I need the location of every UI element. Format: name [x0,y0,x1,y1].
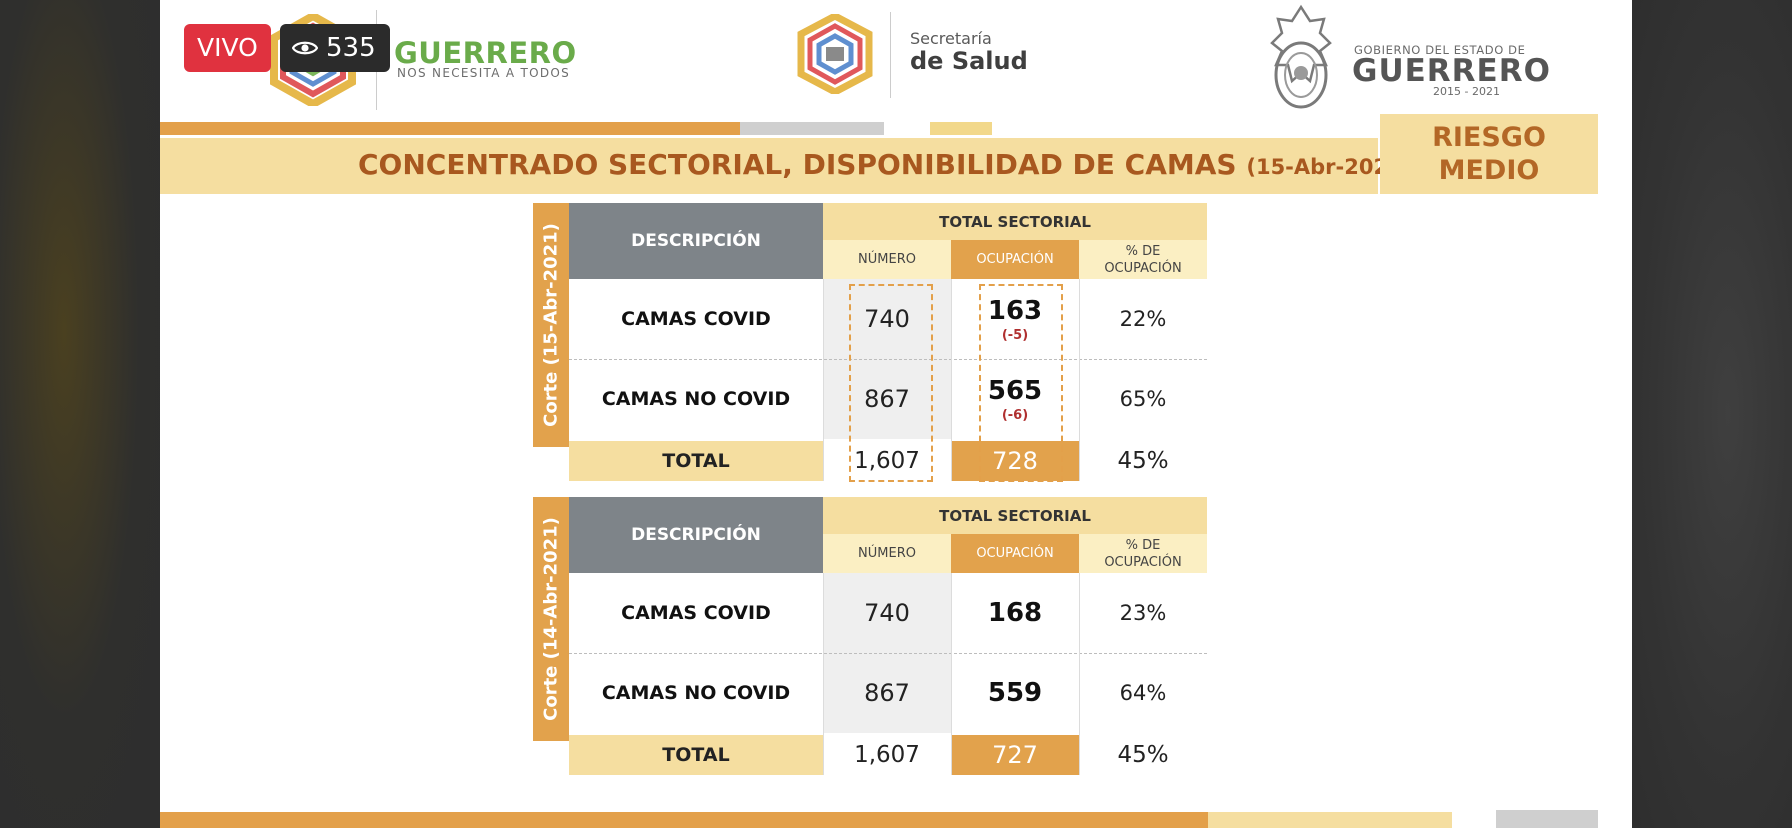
col-pct: % DE OCUPACIÓN [1079,240,1207,279]
page-title-main: CONCENTRADO SECTORIAL, DISPONIBILIDAD DE… [358,148,1237,181]
title-band [160,138,1378,194]
desc-header: DESCRIPCIÓN [569,497,823,573]
total-label: TOTAL [569,735,823,775]
group-header: TOTAL SECTORIAL [823,497,1207,534]
risk-line2: MEDIO [1438,155,1540,186]
footer-bar-tan [1208,812,1452,828]
row-divider [569,359,1207,360]
background-left [0,0,160,828]
ocupacion-delta: (-5) [1001,327,1029,343]
col-numero: NÚMERO [823,534,951,573]
row-label: CAMAS NO COVID [569,653,823,733]
col-divider [951,279,952,481]
row-label: CAMAS COVID [569,279,823,359]
salud-logo-icon [797,14,873,94]
row-ocupacion: 163 (-5) [951,279,1079,359]
table-side-label: Corte (14-Abr-2021) [533,497,569,741]
decor-bar-gray [740,122,884,135]
salud-line2: de Salud [910,47,1028,75]
col-divider [823,573,824,775]
state-seal-icon [1270,4,1332,109]
col-divider [1079,573,1080,775]
col-pct: % DE OCUPACIÓN [1079,534,1207,573]
beds-table-previous: Corte (14-Abr-2021) DESCRIPCIÓN TOTAL SE… [533,497,1207,775]
brand-tagline: NOS NECESITA A TODOS [397,66,571,80]
row-numero: 740 [823,279,951,359]
page-title: CONCENTRADO SECTORIAL, DISPONIBILIDAD DE… [358,148,1412,181]
row-ocupacion: 565 (-6) [951,359,1079,439]
col-ocupacion: OCUPACIÓN [951,534,1079,573]
row-pct: 23% [1079,573,1207,653]
table-side-label: Corte (15-Abr-2021) [533,203,569,447]
decor-bar-orange [160,122,740,135]
total-ocupacion: 727 [951,735,1079,775]
col-divider [1079,279,1080,481]
gobierno-line2: GUERRERO [1352,53,1551,89]
gobierno-years: 2015 - 2021 [1433,85,1500,98]
row-label: CAMAS NO COVID [569,359,823,439]
ocupacion-delta: (-6) [1001,407,1029,423]
gobierno-line1: GOBIERNO DEL ESTADO DE [1354,43,1526,57]
footer-bar-gray [1496,810,1598,828]
beds-table-current: Corte (15-Abr-2021) DESCRIPCIÓN TOTAL SE… [533,203,1207,482]
desc-header: DESCRIPCIÓN [569,203,823,279]
background-right [1632,0,1792,828]
row-ocupacion: 559 [951,653,1079,733]
viewer-count-badge: 535 [280,24,390,72]
row-ocupacion: 168 [951,573,1079,653]
header-divider [890,12,891,98]
row-divider [569,653,1207,654]
total-ocupacion: 728 [951,441,1079,481]
col-divider [951,573,952,775]
row-numero: 740 [823,573,951,653]
row-label: CAMAS COVID [569,573,823,653]
total-numero: 1,607 [823,735,951,775]
brand-guerrero: GUERRERO [394,36,577,70]
col-numero: NÚMERO [823,240,951,279]
row-pct: 22% [1079,279,1207,359]
viewer-count: 535 [326,33,376,63]
group-header: TOTAL SECTORIAL [823,203,1207,240]
live-badge: VIVO [184,24,271,72]
risk-badge: RIESGO MEDIO [1380,114,1598,194]
eye-icon [292,41,318,55]
col-divider [823,279,824,481]
footer-bar-orange [160,812,1208,828]
row-numero: 867 [823,359,951,439]
salud-line1: Secretaría [910,29,992,48]
col-ocupacion: OCUPACIÓN [951,240,1079,279]
total-label: TOTAL [569,441,823,481]
row-pct: 65% [1079,359,1207,439]
risk-line1: RIESGO [1432,122,1546,153]
row-numero: 867 [823,653,951,733]
total-pct: 45% [1079,441,1207,481]
ocupacion-value: 565 [987,375,1043,406]
ocupacion-value: 163 [987,295,1043,326]
total-pct: 45% [1079,735,1207,775]
decor-bar-tan [930,122,992,135]
total-numero: 1,607 [823,441,951,481]
row-pct: 64% [1079,653,1207,733]
